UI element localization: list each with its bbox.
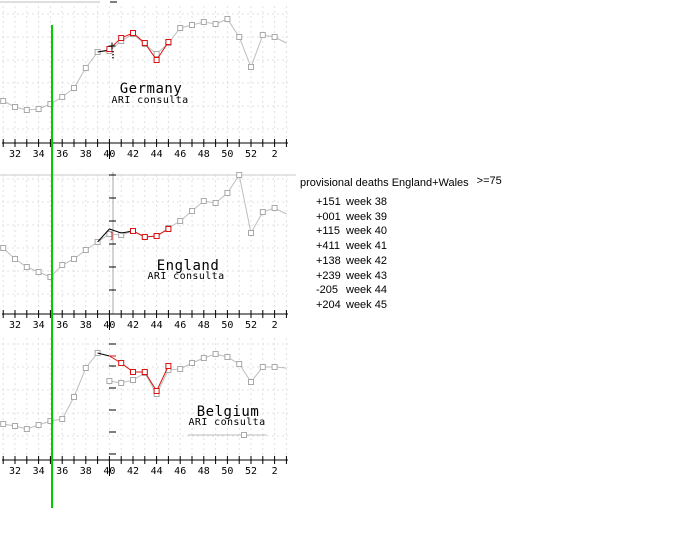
overlay-artifacts: ] <box>109 232 114 242</box>
grid <box>2 338 288 460</box>
x-axis-label: 52 <box>245 466 257 477</box>
deaths-row: +151 week 38 <box>316 195 502 210</box>
deaths-week: week 45 <box>346 298 387 311</box>
highlight-red-series <box>106 30 172 63</box>
deaths-delta: +239 <box>316 269 341 282</box>
germany-ari-chart: 32 34 36 38 40 42 44 46 48 50 52 2 Germany ARI cons… <box>0 0 296 164</box>
deaths-delta: +138 <box>316 254 341 267</box>
deaths-week: week 44 <box>346 284 387 297</box>
x-axis-label: 36 <box>56 149 68 160</box>
x-axis-label: 40 <box>103 466 115 477</box>
x-axis-label: 48 <box>198 466 210 477</box>
reference-gray-early-series <box>0 350 101 432</box>
deaths-delta: +115 <box>316 225 340 238</box>
x-axis-label: 48 <box>198 149 210 160</box>
chart-artifacts <box>0 172 296 314</box>
x-axis: 32 34 36 38 40 42 44 46 48 50 52 2 <box>2 310 288 331</box>
chart-subtitle: ARI consulta <box>111 95 189 106</box>
overlay-artifacts <box>108 42 116 59</box>
deaths-delta: +204 <box>316 298 341 311</box>
deaths-row: +239 week 43 <box>316 269 502 284</box>
week-35-green-marker-line <box>51 25 53 508</box>
x-axis-label: 50 <box>221 320 233 331</box>
reference-gray-series <box>0 172 287 280</box>
x-axis-label: 42 <box>127 466 139 477</box>
x-axis-label: 34 <box>33 466 45 477</box>
deaths-delta: +001 <box>316 210 341 223</box>
x-axis-label: 2 <box>272 149 278 160</box>
x-axis-label: 52 <box>245 320 257 331</box>
belgium-plot: 32 34 36 38 40 42 44 46 48 50 52 2 <box>0 338 288 477</box>
x-axis-label: 36 <box>56 466 68 477</box>
deaths-week: week 41 <box>346 240 387 253</box>
chart-title: Germany <box>119 81 183 97</box>
deaths-week: week 42 <box>346 254 387 267</box>
deaths-delta: +151 <box>316 196 341 208</box>
deaths-row: +138 week 42 <box>316 254 502 269</box>
grid <box>2 175 288 314</box>
reference-gray-late-series <box>106 351 287 397</box>
x-axis-label: 46 <box>174 320 186 331</box>
x-axis: 32 34 36 38 40 42 44 46 48 50 52 2 <box>2 456 288 477</box>
x-axis-label: 42 <box>127 320 139 331</box>
provisional-deaths-panel: provisional deaths England+Wales >=75 +15… <box>300 175 502 313</box>
england-plot: ] 32 34 36 38 40 42 44 46 48 50 52 2 <box>0 172 296 331</box>
x-axis-label: 46 <box>174 149 186 160</box>
deaths-header-text: provisional deaths England+Wales <box>300 177 469 189</box>
deaths-week: week 43 <box>346 269 387 282</box>
x-axis: 32 34 36 38 40 42 44 46 48 50 52 2 <box>2 139 288 160</box>
chart-artifacts <box>109 343 116 455</box>
deaths-panel-header: provisional deaths England+Wales >=75 <box>300 175 502 189</box>
x-axis-label: 50 <box>221 466 233 477</box>
x-axis-label: 46 <box>174 466 186 477</box>
chart-subtitle: ARI consulta <box>188 417 266 428</box>
deaths-row: +204 week 45 <box>316 298 502 313</box>
x-axis-label: 34 <box>33 320 45 331</box>
red-bracket-marker: ] <box>109 232 114 242</box>
deaths-delta: -205 <box>316 284 339 297</box>
x-axis-label: 32 <box>9 466 21 477</box>
deaths-row: -205 week 44 <box>316 283 502 298</box>
deaths-row: +001 week 39 <box>316 210 502 225</box>
x-axis-label: 42 <box>127 149 139 160</box>
highlight-red-series <box>130 226 172 240</box>
x-axis-label: 2 <box>272 320 278 331</box>
recent-black-series <box>97 352 110 357</box>
x-axis-label: 34 <box>33 149 45 160</box>
chart-title: Belgium <box>196 404 260 420</box>
x-axis-label: 48 <box>198 320 210 331</box>
x-axis-label: 36 <box>56 320 68 331</box>
x-axis-label: 50 <box>221 149 233 160</box>
highlight-red-series <box>109 355 172 394</box>
recent-black-series <box>97 228 134 243</box>
x-axis-label: 38 <box>80 149 92 160</box>
belgium-ari-chart: 32 34 36 38 40 42 44 46 48 50 52 2 Belgium ARI cons… <box>0 330 296 482</box>
x-axis-label: 38 <box>80 466 92 477</box>
germany-plot: 32 34 36 38 40 42 44 46 48 50 52 2 <box>0 1 288 160</box>
x-axis-label: 32 <box>9 320 21 331</box>
deaths-week: week 38 <box>346 196 387 208</box>
deaths-threshold: >=75 <box>476 175 502 187</box>
deaths-week: week 39 <box>346 210 387 223</box>
deaths-row: +411 week 41 <box>316 239 502 254</box>
chart-title: England <box>156 258 220 274</box>
england-ari-chart: ] 32 34 36 38 40 42 44 46 48 50 52 2 England ARI con… <box>0 165 296 333</box>
deaths-row: +115 week 40 <box>316 224 502 239</box>
overlay-artifacts <box>110 355 267 438</box>
x-axis-label: 44 <box>151 149 163 160</box>
x-axis-label: 44 <box>151 320 163 331</box>
deaths-week: week 40 <box>346 225 387 238</box>
deaths-row-list: +151 week 38 +001 week 39 +115 week 40 +411 wee… <box>316 195 502 313</box>
deaths-delta: +411 <box>316 240 340 253</box>
x-axis-label: 52 <box>245 149 257 160</box>
x-axis-label: 40 <box>103 149 115 160</box>
x-axis-label: 40 <box>103 320 115 331</box>
chart-subtitle: ARI consulta <box>147 271 225 282</box>
grid <box>2 6 288 143</box>
x-axis-label: 2 <box>272 466 278 477</box>
x-axis-label: 38 <box>80 320 92 331</box>
x-axis-label: 32 <box>9 149 21 160</box>
x-axis-label: 44 <box>151 466 163 477</box>
